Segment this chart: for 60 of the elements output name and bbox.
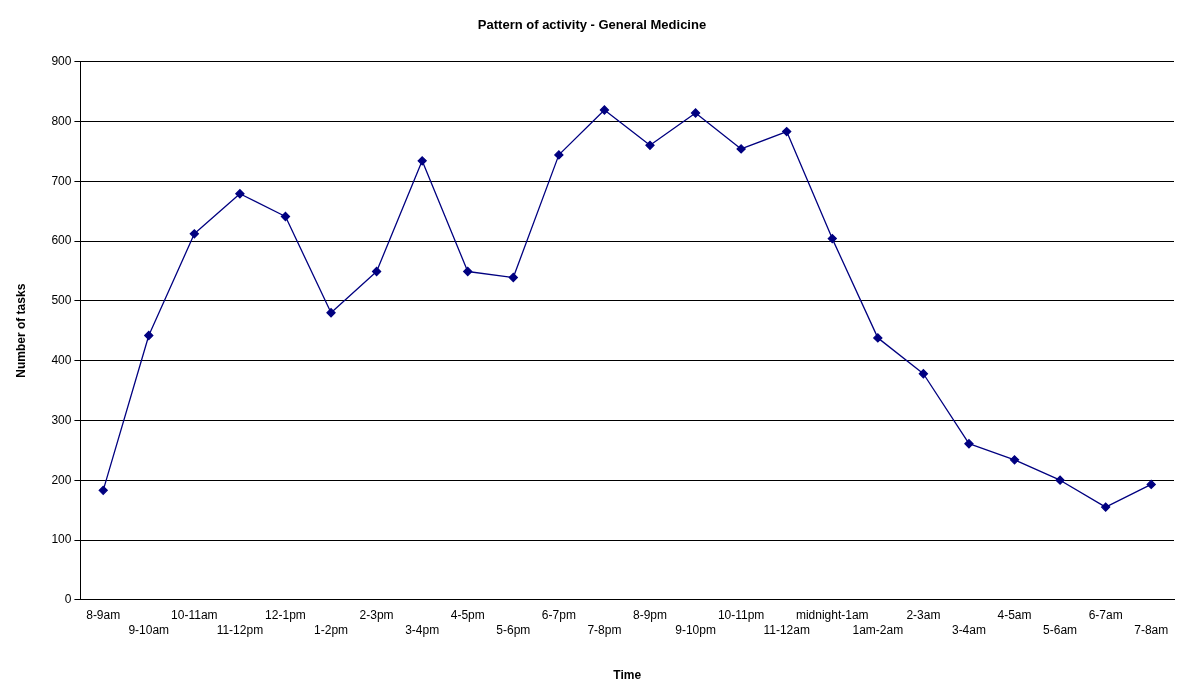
x-tick-label: 1-2pm [314,622,349,637]
x-tick-label: 2-3pm [359,608,394,623]
point [371,266,382,277]
x-tick-label: 7-8am [1134,622,1169,637]
point [1101,502,1111,512]
y-tick-label: 500 [51,293,72,308]
x-tick-label: 4-5pm [450,608,485,623]
x-tick-label: 11-12am [763,622,810,637]
x-tick-label: 11-12pm [216,622,264,637]
point [964,439,974,449]
x-tick-label: 6-7am [1088,608,1123,623]
y-tick-label: 700 [51,173,72,188]
y-tick-label: 300 [51,412,72,427]
y-tick-label: 100 [51,532,72,547]
x-tick-label: 2-3am [906,608,941,623]
y-tick-label: 200 [51,472,72,487]
x-axis-title: Time [613,668,642,683]
point [736,144,746,154]
point [326,308,336,318]
x-tick-label: 10-11pm [717,608,765,623]
x-tick-label: 9-10am [128,622,170,637]
x-tick-label: 5-6am [1043,622,1078,637]
point [918,369,929,379]
y-axis-title: Number of tasks [13,283,28,378]
point [645,140,655,150]
point [873,333,883,343]
y-tick-label: 800 [51,113,72,128]
y-tick-label: 900 [51,53,72,68]
point [782,126,792,137]
point [144,330,154,341]
point [1055,475,1065,485]
x-tick-label: 7-8pm [587,622,622,637]
y-tick-label: 600 [51,233,72,248]
x-tick-label: 10-11am [171,608,218,623]
x-tick-label: 12-1pm [265,608,306,623]
point [690,108,701,118]
point [554,150,564,160]
chart-title: Pattern of activity - General Medicine [477,17,707,33]
point [599,105,610,115]
y-tick-label: 0 [64,592,72,607]
x-tick-label: 5-6pm [496,622,531,637]
x-tick-label: 3-4am [951,622,986,637]
point [508,272,518,283]
x-tick-label: 6-7pm [541,608,576,623]
point [417,156,427,166]
point [827,233,837,244]
point [1146,479,1156,490]
point [189,229,199,239]
x-tick-label: 3-4pm [405,622,440,637]
point [463,266,473,277]
x-tick-label: 8-9am [86,608,121,623]
x-tick-label: midnight-1am [795,608,869,623]
x-tick-label: 8-9pm [632,608,667,623]
x-tick-label: 4-5am [997,608,1032,623]
y-tick-label: 400 [51,352,72,367]
point [1009,455,1020,465]
point [98,485,108,496]
point [235,189,245,199]
x-tick-label: 1am-2am [852,622,904,637]
x-tick-label: 9-10pm [675,622,716,637]
